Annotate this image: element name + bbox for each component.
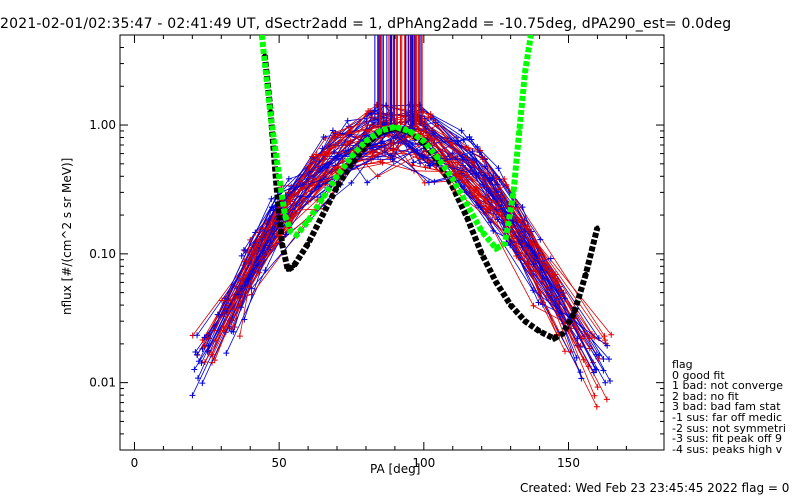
x-tick-label: 100 bbox=[412, 456, 435, 470]
data-point-marker bbox=[594, 384, 601, 391]
fit-curve-point bbox=[421, 139, 426, 144]
fit-curve-point bbox=[502, 241, 507, 246]
fit-curve-point bbox=[511, 190, 516, 195]
fit-curve-point bbox=[528, 35, 533, 37]
fit-curve-point bbox=[494, 246, 499, 251]
fit-curve-point bbox=[320, 213, 325, 218]
spectrum-line bbox=[243, 119, 541, 251]
fit-curve-point bbox=[523, 69, 528, 74]
fit-curve-point bbox=[320, 196, 325, 201]
fit-curve-point bbox=[282, 213, 287, 218]
fit-curve-point bbox=[407, 128, 412, 133]
data-point-marker bbox=[230, 328, 237, 335]
spectrum-line bbox=[221, 104, 583, 339]
legend-entry: -2 sus: not symmetri bbox=[672, 421, 786, 435]
spectrum-line bbox=[201, 147, 608, 384]
x-axis-label: PA [deg] bbox=[370, 462, 421, 476]
legend-entry: -1 sus: far off medic bbox=[672, 410, 783, 424]
fit-curve-point bbox=[508, 303, 513, 308]
legend-title: flag bbox=[672, 360, 693, 371]
fit-curve-point bbox=[306, 219, 311, 223]
data-point-marker bbox=[547, 255, 554, 262]
fit-curve-point bbox=[306, 241, 311, 246]
legend-entry: 1 bad: not converge bbox=[672, 379, 784, 393]
data-point-marker bbox=[580, 356, 587, 363]
data-point-marker bbox=[191, 366, 198, 373]
fit-curve-point bbox=[583, 271, 588, 276]
data-point-marker bbox=[593, 366, 600, 373]
spectrum-line bbox=[204, 130, 560, 363]
fit-curve-point bbox=[378, 128, 383, 133]
data-point-marker bbox=[593, 351, 600, 358]
fit-curve-point bbox=[517, 128, 522, 133]
fit-curve-point bbox=[349, 154, 354, 159]
data-point-marker bbox=[194, 332, 201, 339]
data-point-marker bbox=[603, 396, 610, 403]
fit-curve-point bbox=[392, 124, 397, 129]
y-axis-label: nflux [#/(cm^2 s sr MeV)] bbox=[60, 157, 74, 315]
spectrum-line bbox=[213, 128, 585, 360]
data-point-marker bbox=[241, 316, 248, 323]
fit-curve-point bbox=[537, 329, 542, 334]
legend-entry: 0 good fit bbox=[672, 368, 725, 382]
spectrum-line bbox=[231, 104, 560, 321]
data-point-marker bbox=[199, 380, 206, 387]
legend-entry: -4 sus: peaks high v bbox=[672, 442, 783, 456]
x-tick-label: 0 bbox=[131, 456, 139, 470]
fit-curve-point bbox=[465, 215, 470, 220]
legend-entry: 2 bad: no fit bbox=[672, 389, 739, 403]
fit-curve-point bbox=[294, 233, 299, 237]
y-tick-label: 0.01 bbox=[89, 376, 116, 390]
chart-title: 2021-02-01/02:35:47 - 02:41:49 UT, dSect… bbox=[0, 16, 732, 32]
fit-curve-point bbox=[479, 229, 484, 234]
fit-curve-point bbox=[465, 202, 470, 207]
y-tick-label: 1.00 bbox=[89, 118, 116, 132]
data-point-marker bbox=[201, 334, 208, 341]
fit-curve-point bbox=[494, 280, 499, 285]
fit-curve-point bbox=[280, 241, 284, 246]
data-point-marker bbox=[608, 331, 615, 338]
x-tick-label: 50 bbox=[272, 456, 287, 470]
data-point-marker bbox=[218, 297, 225, 304]
fit-curve-point bbox=[552, 336, 556, 341]
scatter-layer bbox=[189, 35, 615, 410]
fit-curve-point bbox=[572, 310, 577, 315]
fit-curve-point bbox=[259, 35, 264, 37]
legend: flag 0 good fit 1 bad: not converge 2 ba… bbox=[672, 360, 800, 455]
data-point-marker bbox=[573, 354, 580, 361]
fit-curves-layer bbox=[258, 35, 601, 342]
fit-curve-point bbox=[335, 174, 339, 179]
fit-curve-point bbox=[560, 331, 565, 336]
fit-curve-point bbox=[595, 225, 600, 230]
legend-entry: -3 sus: fit peak off 9 bbox=[672, 432, 782, 446]
legend-entry: 3 bad: bad fam stat bbox=[672, 400, 781, 414]
fit-curve-point bbox=[291, 264, 296, 269]
data-point-marker bbox=[234, 291, 241, 298]
y-tick-label: 0.10 bbox=[89, 247, 116, 261]
spectrum-line bbox=[240, 118, 551, 289]
fit-curve-point bbox=[479, 251, 484, 256]
fit-curve-point bbox=[285, 267, 290, 272]
x-tick-label: 150 bbox=[557, 456, 580, 470]
spectrum-line bbox=[198, 109, 597, 370]
fit-curve-point bbox=[436, 156, 441, 161]
fit-curve-point bbox=[364, 139, 368, 144]
fit-curve-point bbox=[335, 185, 339, 190]
axes-layer: 0 50 100 150 0.01 0.10 1.00 bbox=[89, 34, 664, 470]
fit-curve-point bbox=[523, 319, 528, 324]
data-point-marker bbox=[604, 342, 611, 349]
fit-curve-point bbox=[450, 177, 455, 182]
fit-curve-point bbox=[277, 174, 282, 179]
fit-curve-point bbox=[288, 229, 293, 234]
fit-curve-point bbox=[268, 112, 273, 117]
footer-created: Created: Wed Feb 23 23:45:45 2022 flag =… bbox=[520, 481, 790, 495]
